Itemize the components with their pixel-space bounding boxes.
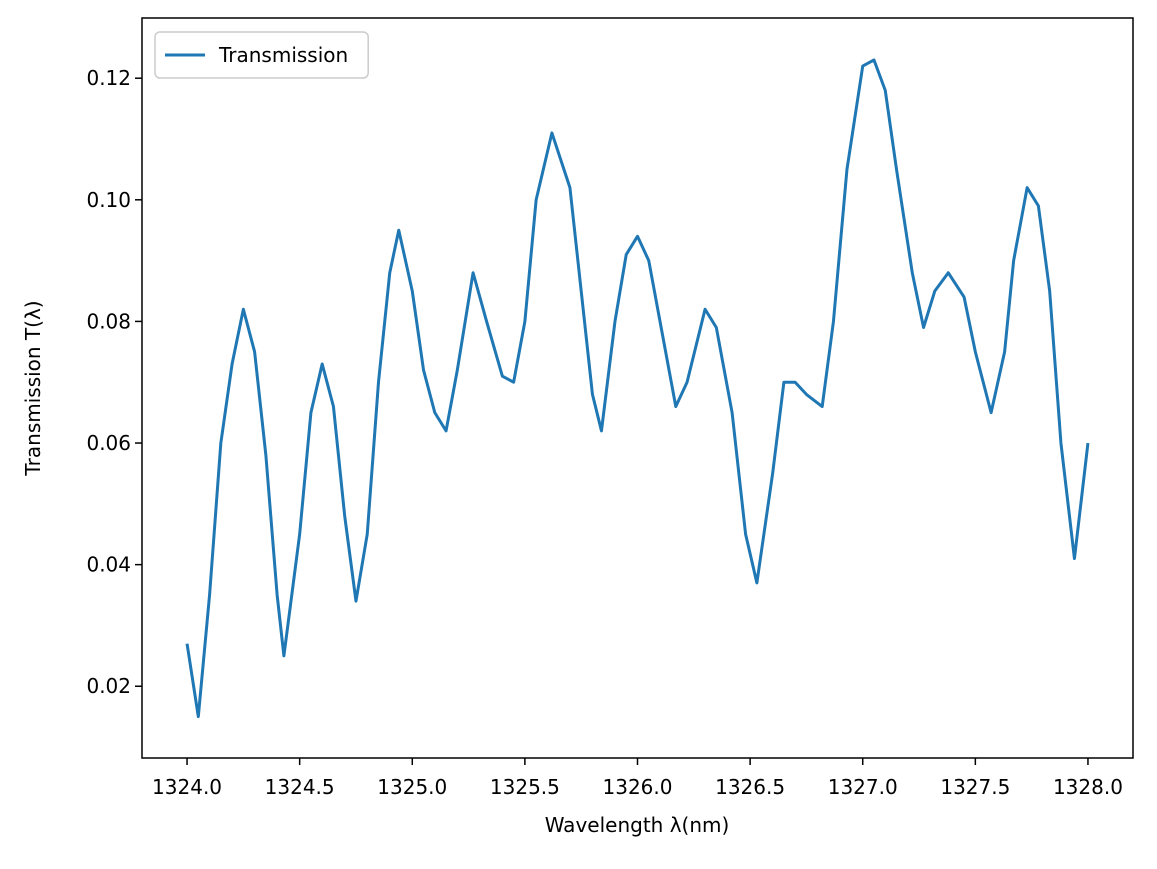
y-axis-label: Transmission T(λ) <box>21 300 45 476</box>
x-tick-label: 1324.5 <box>265 775 335 799</box>
x-tick-label: 1327.0 <box>828 775 898 799</box>
x-tick-label: 1326.5 <box>715 775 785 799</box>
y-tick-label: 0.08 <box>86 309 131 333</box>
x-tick-label: 1325.5 <box>490 775 560 799</box>
x-tick-label: 1324.0 <box>152 775 222 799</box>
x-axis-label: Wavelength λ(nm) <box>545 813 730 837</box>
legend-label: Transmission <box>218 43 348 67</box>
plot-frame <box>141 17 1134 759</box>
y-tick-label: 0.06 <box>86 431 131 455</box>
x-tick-label: 1327.5 <box>940 775 1010 799</box>
y-tick-label: 0.12 <box>86 66 131 90</box>
y-tick-label: 0.04 <box>86 553 131 577</box>
y-tick-label: 0.02 <box>86 674 131 698</box>
data-line <box>185 58 1090 719</box>
y-tick-label: 0.10 <box>86 188 131 212</box>
x-tick-label: 1325.0 <box>377 775 447 799</box>
x-tick-label: 1326.0 <box>603 775 673 799</box>
x-tick-label: 1328.0 <box>1053 775 1123 799</box>
legend-box <box>154 31 369 79</box>
